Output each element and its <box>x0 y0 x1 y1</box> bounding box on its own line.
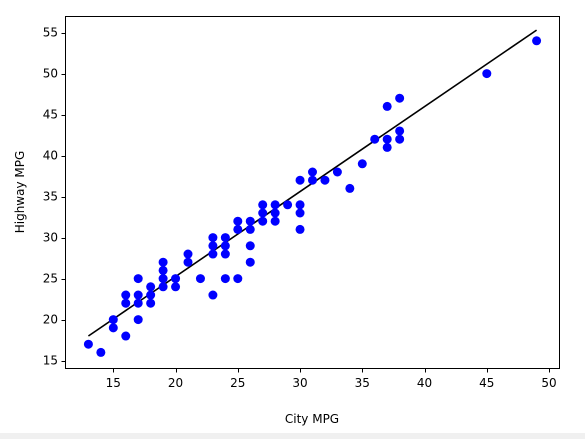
data-point <box>96 347 106 357</box>
data-point <box>208 241 218 251</box>
data-point <box>220 241 230 251</box>
data-point <box>395 134 405 144</box>
y-tick-label: 25 <box>43 272 58 286</box>
data-point <box>345 183 355 193</box>
data-point <box>320 175 330 185</box>
data-point <box>395 93 405 103</box>
y-tick-label: 45 <box>43 108 58 122</box>
data-point <box>245 216 255 226</box>
data-point <box>83 339 93 349</box>
data-point <box>171 274 181 284</box>
data-point <box>146 298 156 308</box>
data-point <box>295 208 305 218</box>
y-tick-label: 35 <box>43 190 58 204</box>
data-point <box>220 274 230 284</box>
x-tick-label: 30 <box>292 376 307 390</box>
data-point <box>133 315 143 325</box>
data-point <box>146 282 156 292</box>
data-point <box>295 224 305 234</box>
y-tick-label: 40 <box>43 149 58 163</box>
data-point <box>208 290 218 300</box>
data-point <box>183 249 193 259</box>
data-point <box>195 274 205 284</box>
data-point <box>357 159 367 169</box>
x-tick-label: 45 <box>479 376 494 390</box>
data-point <box>258 208 268 218</box>
data-point <box>245 241 255 251</box>
y-tick-label: 55 <box>43 26 58 40</box>
data-point <box>283 200 293 210</box>
data-point <box>146 290 156 300</box>
data-point <box>482 69 492 79</box>
data-point <box>270 200 280 210</box>
data-point <box>258 200 268 210</box>
data-point <box>395 126 405 136</box>
data-point <box>382 134 392 144</box>
data-point <box>332 167 342 177</box>
data-point <box>121 331 131 341</box>
data-point <box>108 323 118 333</box>
data-point <box>133 290 143 300</box>
data-point <box>308 175 317 185</box>
data-point <box>233 216 243 226</box>
x-tick-label: 20 <box>168 376 183 390</box>
data-point <box>121 298 131 308</box>
data-point <box>270 208 280 218</box>
x-tick-label: 25 <box>230 376 245 390</box>
bottom-strip <box>0 433 585 439</box>
data-point <box>532 36 542 46</box>
y-tick-label: 30 <box>43 231 58 245</box>
data-point <box>270 216 280 226</box>
x-tick-label: 35 <box>355 376 370 390</box>
y-axis-label: Highway MPG <box>13 151 27 234</box>
data-point <box>233 224 243 234</box>
data-point <box>295 175 305 185</box>
data-point <box>208 233 218 243</box>
data-point <box>208 249 218 259</box>
data-point <box>245 257 255 267</box>
y-tick-label: 20 <box>43 313 58 327</box>
x-axis-label: City MPG <box>285 412 339 426</box>
data-point <box>258 216 268 226</box>
axes-frame <box>65 16 560 369</box>
data-point <box>158 265 168 275</box>
data-point <box>382 142 392 152</box>
y-tick-label: 50 <box>43 67 58 81</box>
x-tick-label: 50 <box>541 376 556 390</box>
data-point <box>133 274 143 284</box>
data-point <box>220 249 230 259</box>
data-point <box>158 282 168 292</box>
data-point <box>158 274 168 284</box>
data-point <box>295 200 305 210</box>
data-point <box>171 282 181 292</box>
data-point <box>158 257 168 267</box>
data-point <box>382 101 392 111</box>
points-layer <box>83 36 542 357</box>
data-point <box>220 233 230 243</box>
data-point <box>370 134 380 144</box>
data-point <box>308 167 317 177</box>
data-point <box>133 298 143 308</box>
y-axis-ticks: 15 20 25 30 35 40 45 50 55 <box>43 26 66 368</box>
y-tick-label: 15 <box>43 354 58 368</box>
data-point <box>108 315 118 325</box>
x-tick-label: 15 <box>106 376 121 390</box>
data-point <box>121 290 131 300</box>
x-axis-ticks: 15 20 25 30 35 40 45 50 <box>106 368 557 390</box>
data-point <box>183 257 193 267</box>
data-point <box>245 224 255 234</box>
x-tick-label: 40 <box>417 376 432 390</box>
data-point <box>233 274 243 284</box>
